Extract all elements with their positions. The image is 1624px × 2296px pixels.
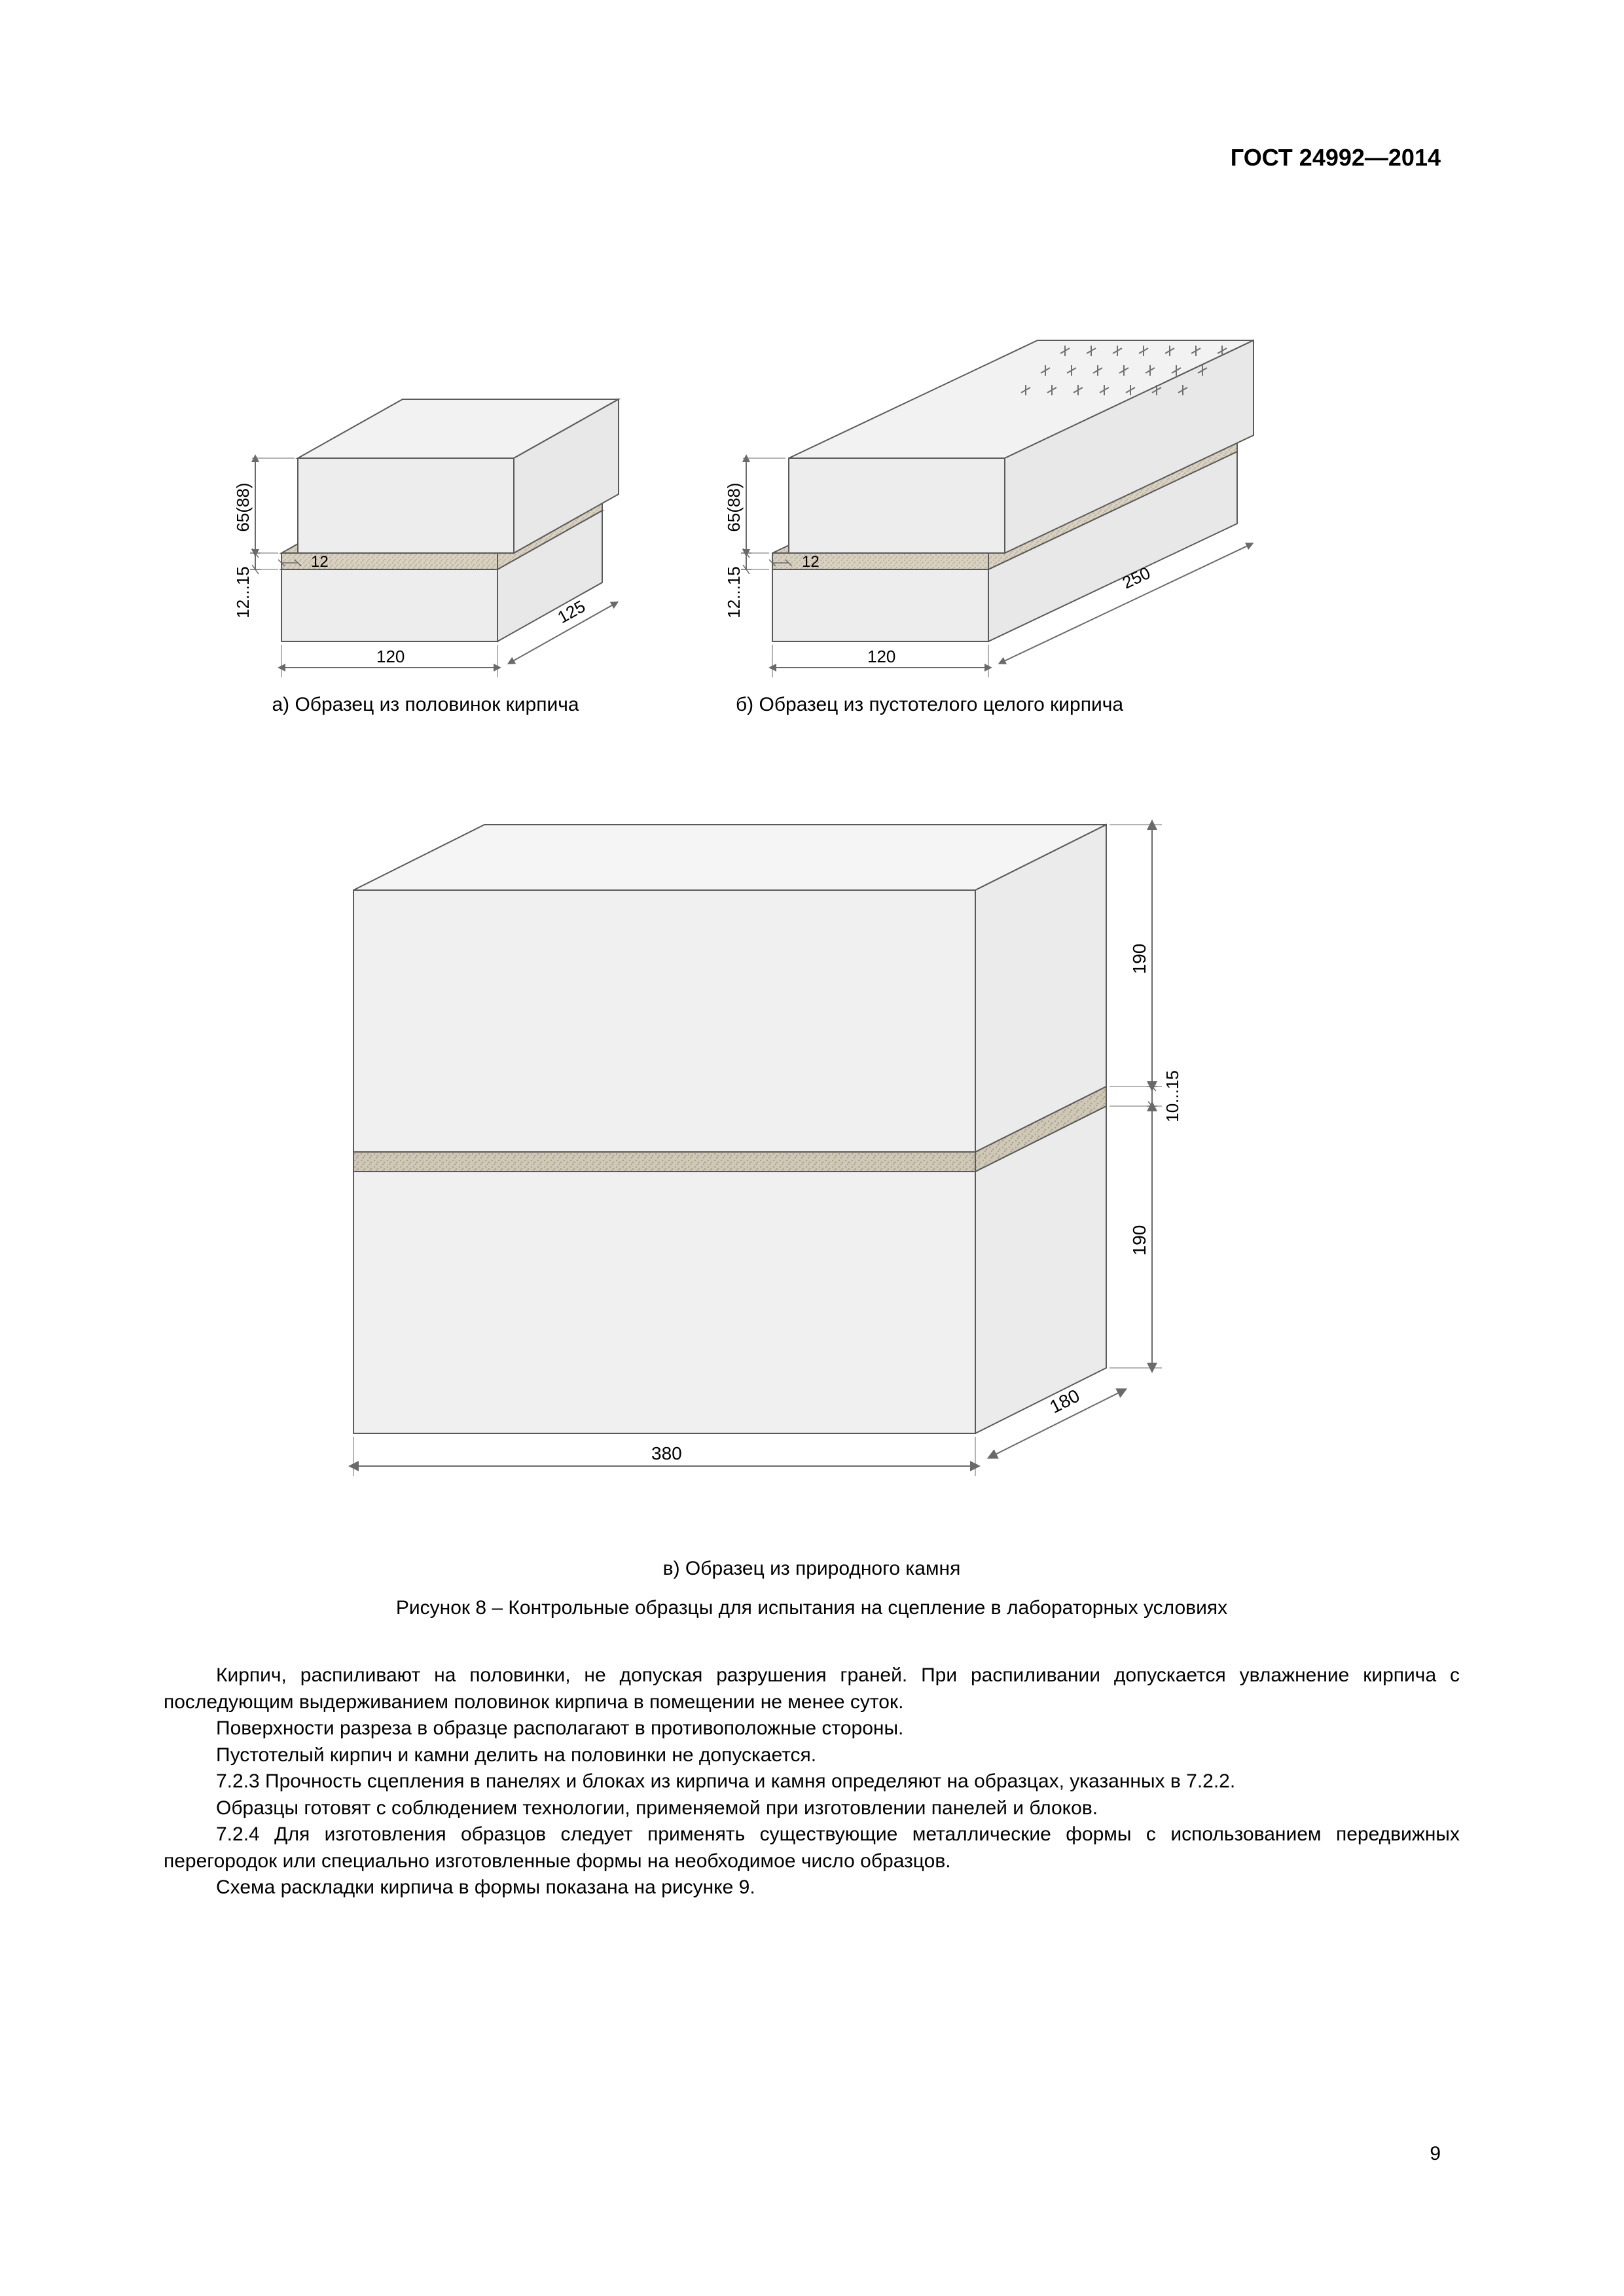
page-number: 9 bbox=[1430, 2143, 1441, 2165]
dim-a-offset: 12 bbox=[311, 553, 329, 571]
paragraph-2: Поверхности разреза в образце располагаю… bbox=[164, 1715, 1460, 1742]
dim-a-height: 65(88) bbox=[233, 482, 253, 531]
dim-c-top-h: 190 bbox=[1129, 944, 1149, 975]
figures-ab-row: 120 125 65(88) 12...15 12 bbox=[203, 242, 1420, 655]
figure-c-container: 380 180 190 190 10...15 bbox=[288, 726, 1335, 1551]
body-text: Кирпич, распиливают на половинки, не доп… bbox=[164, 1662, 1460, 1901]
dim-c-width: 380 bbox=[651, 1443, 682, 1463]
figures-ab-svg: 120 125 65(88) 12...15 12 bbox=[203, 242, 1420, 687]
paragraph-7: Схема раскладки кирпича в формы показана… bbox=[164, 1874, 1460, 1901]
dim-b-height: 65(88) bbox=[724, 482, 744, 531]
figure-b: 120 250 65(88) 12...15 12 bbox=[724, 340, 1254, 677]
caption-b: б) Образец из пустотелого целого кирпича bbox=[661, 694, 1198, 716]
figure-c-svg: 380 180 190 190 10...15 bbox=[288, 726, 1335, 1551]
figure-main-caption: Рисунок 8 – Контрольные образцы для испы… bbox=[164, 1597, 1460, 1619]
paragraph-6: 7.2.4 Для изготовления образцов следует … bbox=[164, 1821, 1460, 1874]
caption-c: в) Образец из природного камня bbox=[203, 1558, 1420, 1580]
dim-b-offset: 12 bbox=[802, 553, 820, 571]
paragraph-5: Образцы готовят с соблюдением технологии… bbox=[164, 1795, 1460, 1822]
doc-id-header: ГОСТ 24992—2014 bbox=[1231, 144, 1441, 171]
caption-a: а) Образец из половинок кирпича bbox=[216, 694, 635, 716]
figure-a: 120 125 65(88) 12...15 12 bbox=[233, 399, 619, 677]
dim-c-bot-h: 190 bbox=[1129, 1225, 1149, 1256]
dim-b-width: 120 bbox=[867, 647, 895, 666]
dim-a-width: 120 bbox=[376, 647, 405, 666]
paragraph-3: Пустотелый кирпич и камни делить на поло… bbox=[164, 1742, 1460, 1769]
paragraph-4: 7.2.3 Прочность сцепления в панелях и бл… bbox=[164, 1768, 1460, 1795]
dim-a-gap: 12...15 bbox=[233, 566, 253, 619]
dim-b-gap: 12...15 bbox=[724, 566, 744, 619]
paragraph-1: Кирпич, распиливают на половинки, не доп… bbox=[164, 1662, 1460, 1715]
dim-c-gap: 10...15 bbox=[1163, 1070, 1182, 1122]
